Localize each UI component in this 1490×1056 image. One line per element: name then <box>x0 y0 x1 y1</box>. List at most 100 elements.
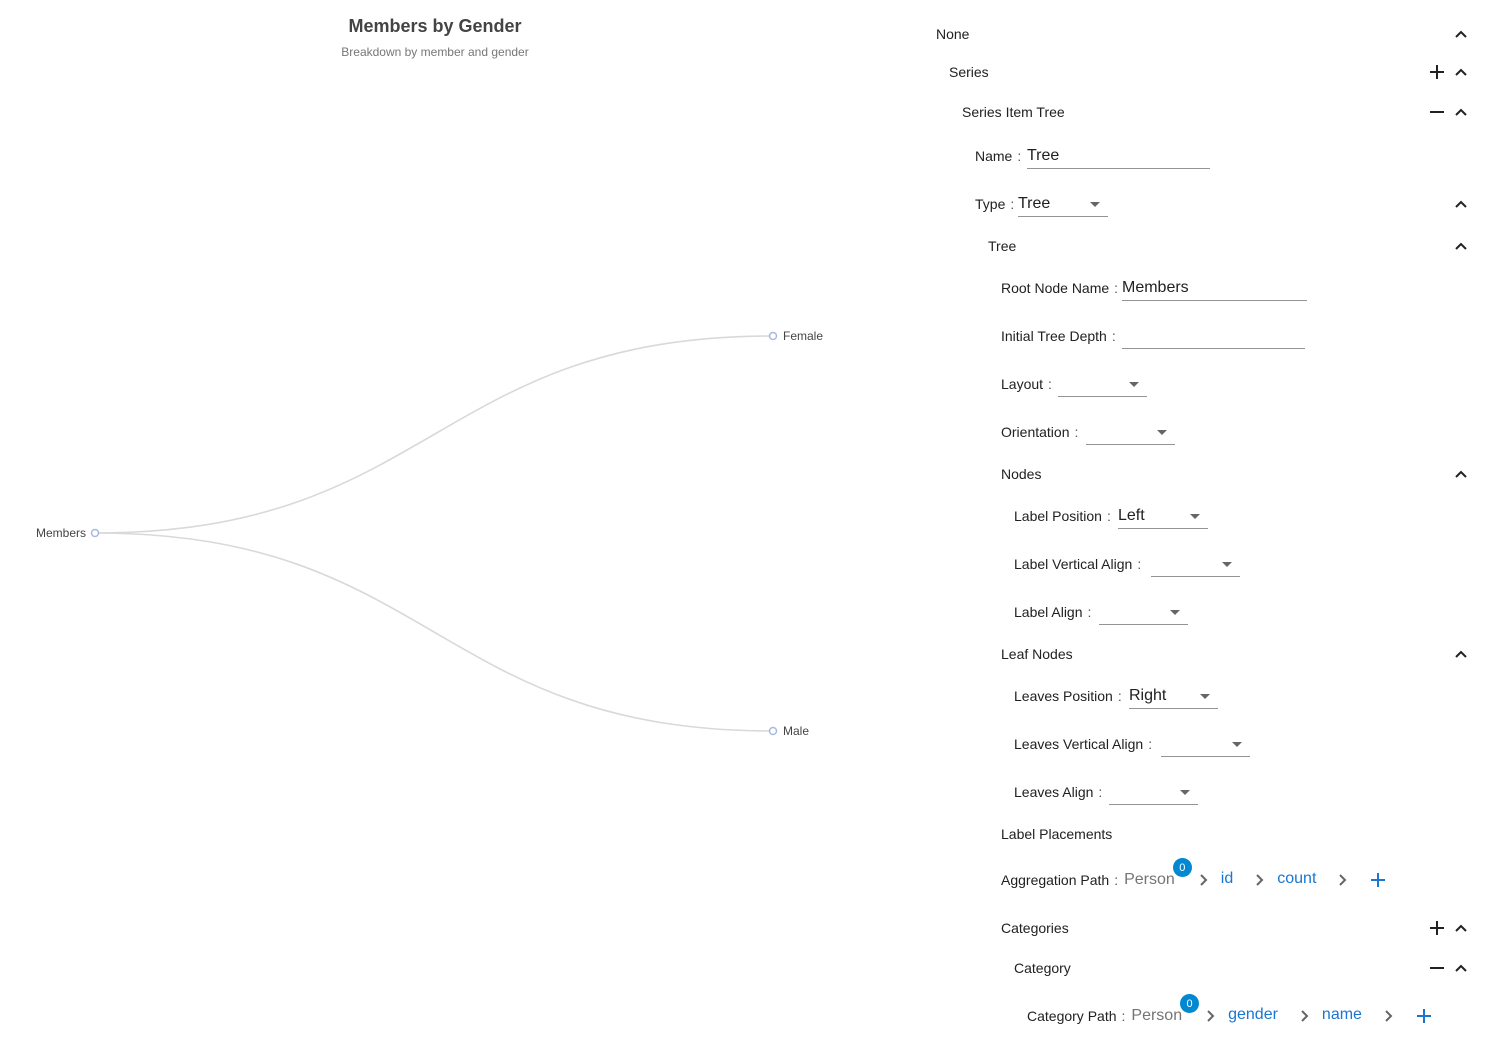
tree-label-leaf: Male <box>783 724 809 738</box>
type-select[interactable]: Tree <box>1018 192 1108 217</box>
row-label-align: Label Align: <box>1014 600 1097 624</box>
dropdown-caret-icon[interactable] <box>1190 514 1200 519</box>
leaves-position-select[interactable]: Right <box>1129 684 1218 709</box>
category-path-label: Category Path <box>1027 1008 1117 1024</box>
root-node-name-input[interactable]: Members <box>1122 276 1307 301</box>
chevron-up-icon[interactable] <box>1453 920 1469 936</box>
label-align-select[interactable] <box>1099 600 1188 625</box>
nodes-label: Nodes <box>1001 466 1042 482</box>
chevron-up-icon[interactable] <box>1453 646 1469 662</box>
colon: : <box>1048 376 1052 392</box>
row-categories: Categories <box>1001 916 1069 940</box>
chevron-right-icon[interactable] <box>1334 872 1350 888</box>
dropdown-caret-icon[interactable] <box>1232 742 1242 747</box>
plus-icon[interactable] <box>1429 64 1445 80</box>
row-orientation: Orientation: <box>1001 420 1084 444</box>
colon: : <box>1148 736 1153 752</box>
name-label: Name <box>975 148 1013 164</box>
root-node-name-value: Members <box>1122 279 1189 296</box>
row-leaves-align: Leaves Align: <box>1014 780 1108 804</box>
label-position-value: Left <box>1118 507 1145 524</box>
none-label: None <box>936 26 970 42</box>
categories-label: Categories <box>1001 920 1069 936</box>
label-align-label: Label Align <box>1014 604 1083 620</box>
row-layout: Layout: <box>1001 372 1058 396</box>
chevron-right-icon[interactable] <box>1202 1008 1218 1024</box>
orientation-select[interactable] <box>1086 420 1175 445</box>
chart-area: Members by Gender Breakdown by member an… <box>36 16 823 738</box>
label-vertical-align-select[interactable] <box>1151 552 1240 577</box>
category-path-step-name[interactable]: name <box>1321 1006 1362 1023</box>
leaves-vertical-align-select[interactable] <box>1161 732 1250 757</box>
aggregation-path-step-id[interactable]: id <box>1220 870 1234 887</box>
add-path-step-icon[interactable] <box>1370 872 1386 888</box>
leaves-vertical-align-label: Leaves Vertical Align <box>1014 736 1144 752</box>
row-type: Type: <box>975 192 1020 216</box>
category-path-step-gender[interactable]: gender <box>1228 1006 1278 1023</box>
chevron-up-icon[interactable] <box>1453 466 1469 482</box>
aggregation-path-root[interactable]: Person <box>1124 871 1175 888</box>
chevron-up-icon[interactable] <box>1453 960 1469 976</box>
colon: : <box>1106 508 1111 524</box>
name-input[interactable]: Tree <box>1027 144 1210 169</box>
aggregation-path-step-count[interactable]: count <box>1277 870 1317 887</box>
dropdown-caret-icon[interactable] <box>1180 790 1190 795</box>
leaves-position-value: Right <box>1129 687 1167 704</box>
chevron-right-icon[interactable] <box>1195 872 1211 888</box>
row-label-position: Label Position: <box>1014 504 1117 528</box>
row-label-placements: Label Placements <box>1001 822 1112 846</box>
leaves-align-select[interactable] <box>1109 780 1198 805</box>
row-leaves-position: Leaves Position: <box>1014 684 1128 708</box>
tree-label-leaf: Female <box>783 329 823 343</box>
plus-icon[interactable] <box>1429 920 1445 936</box>
dropdown-caret-icon[interactable] <box>1129 382 1139 387</box>
dropdown-caret-icon[interactable] <box>1200 694 1210 699</box>
layout-select[interactable] <box>1058 372 1147 397</box>
colon: : <box>1087 604 1092 620</box>
tree-label-root: Members <box>36 526 86 540</box>
chevron-up-icon[interactable] <box>1453 64 1469 80</box>
colon: : <box>1010 196 1015 212</box>
label-placements-label: Label Placements <box>1001 826 1113 842</box>
colon: : <box>1137 556 1142 572</box>
chevron-right-icon[interactable] <box>1380 1008 1396 1024</box>
label-position-select[interactable]: Left <box>1118 504 1208 529</box>
row-label-vertical-align: Label Vertical Align: <box>1014 552 1147 576</box>
chevron-up-icon[interactable] <box>1453 26 1469 42</box>
type-value: Tree <box>1018 195 1051 212</box>
dropdown-caret-icon[interactable] <box>1090 202 1100 207</box>
row-tree: Tree <box>988 234 1016 258</box>
dropdown-caret-icon[interactable] <box>1157 430 1167 435</box>
row-series: Series <box>949 60 989 84</box>
chart-title: Members by Gender <box>348 16 522 36</box>
chevron-up-icon[interactable] <box>1453 196 1469 212</box>
initial-tree-depth-input[interactable] <box>1122 324 1305 349</box>
initial-tree-depth-label: Initial Tree Depth <box>1001 328 1107 344</box>
row-none: None <box>936 22 969 46</box>
root-node-name-label: Root Node Name <box>1001 280 1110 296</box>
category-label: Category <box>1014 960 1071 976</box>
aggregation-path-label: Aggregation Path <box>1001 872 1110 888</box>
minus-icon[interactable] <box>1429 960 1445 976</box>
label-vertical-align-label: Label Vertical Align <box>1014 556 1133 572</box>
minus-icon[interactable] <box>1429 104 1445 120</box>
chevron-right-icon[interactable] <box>1251 872 1267 888</box>
chevron-up-icon[interactable] <box>1453 104 1469 120</box>
colon: : <box>1121 1008 1126 1024</box>
category-path-root[interactable]: Person <box>1131 1007 1183 1024</box>
row-nodes: Nodes <box>1001 462 1041 486</box>
aggregation-path-badge: 0 <box>1172 858 1192 877</box>
colon: : <box>1098 784 1103 800</box>
add-path-step-icon[interactable] <box>1416 1008 1432 1024</box>
type-label: Type <box>975 196 1006 212</box>
tree-node-leaf <box>768 726 778 736</box>
colon: : <box>1117 688 1122 704</box>
chevron-up-icon[interactable] <box>1453 238 1469 254</box>
label-position-label: Label Position <box>1014 508 1102 524</box>
tree-node-root <box>90 528 100 538</box>
row-initial-tree-depth: Initial Tree Depth: <box>1001 324 1122 348</box>
row-series-item-tree: Series Item Tree <box>962 100 1065 124</box>
dropdown-caret-icon[interactable] <box>1170 610 1180 615</box>
dropdown-caret-icon[interactable] <box>1222 562 1232 567</box>
chevron-right-icon[interactable] <box>1296 1008 1312 1024</box>
